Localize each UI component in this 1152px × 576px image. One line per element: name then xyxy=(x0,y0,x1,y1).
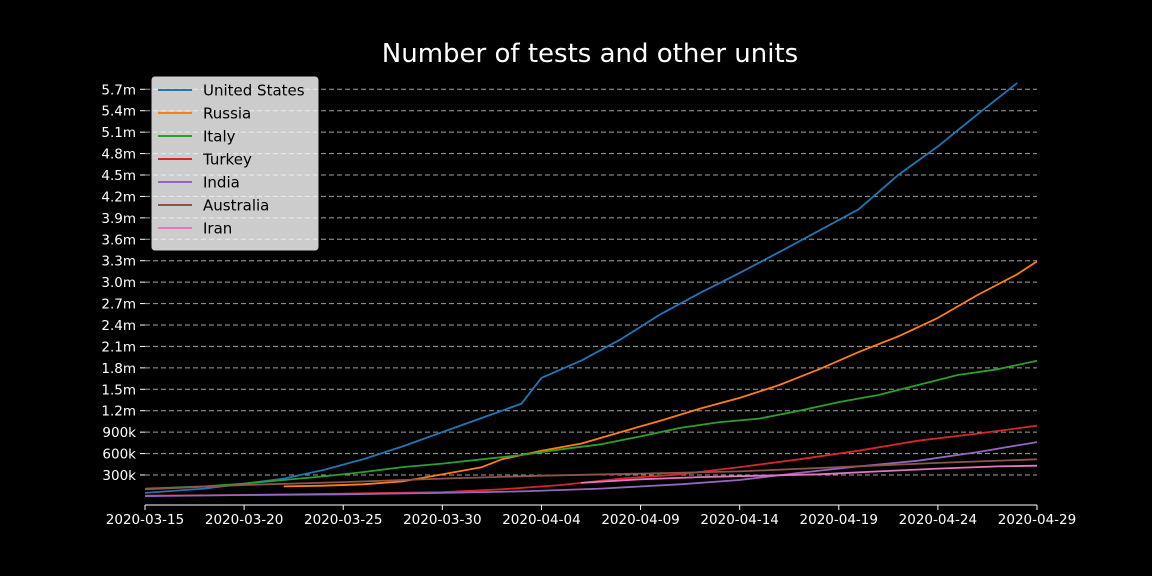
legend-label-australia: Australia xyxy=(203,197,269,215)
y-tick-label: 3.3m xyxy=(101,254,136,270)
series-line-iran xyxy=(581,464,1038,484)
x-tick-label: 2020-04-14 xyxy=(700,512,778,528)
series-line-india xyxy=(144,441,1038,497)
y-tick-label: 2.4m xyxy=(101,318,136,334)
y-tick-label: 4.2m xyxy=(101,189,136,205)
series-line-australia xyxy=(144,458,1038,491)
x-tick-label: 2020-03-20 xyxy=(205,512,283,528)
y-tick-label: 4.5m xyxy=(101,168,136,184)
x-tick-label: 2020-03-30 xyxy=(403,512,481,528)
y-tick-label: 1.5m xyxy=(101,382,136,398)
y-tick-label: 4.8m xyxy=(101,147,136,163)
legend-box xyxy=(151,76,319,251)
y-tick-label: 5.4m xyxy=(101,104,136,120)
y-tick-label: 1.2m xyxy=(101,404,136,420)
legend-label-russia: Russia xyxy=(203,105,251,123)
x-tick-label: 2020-03-25 xyxy=(304,512,382,528)
y-tick-label: 1.8m xyxy=(101,361,136,377)
y-tick-label: 3.6m xyxy=(101,232,136,248)
y-tick-label: 3.9m xyxy=(101,211,136,227)
legend: United States Russia Italy Turkey India Austr… xyxy=(151,76,319,251)
series-line-italy xyxy=(144,359,1038,490)
legend-label-india: India xyxy=(203,174,240,192)
y-tick-label: 5.7m xyxy=(101,82,136,98)
y-tick-label: 600k xyxy=(102,447,136,463)
axes: 300k 600k 900k 1.2m 1.5m 1.8m 2.1m 2.4m 2.7m 3.0m… xyxy=(101,82,1076,528)
chart-title: Number of tests and other units xyxy=(382,39,798,69)
y-tick-label: 300k xyxy=(102,468,136,484)
series-lines xyxy=(144,82,1038,497)
legend-label-italy: Italy xyxy=(203,128,236,146)
y-tick-label: 5.1m xyxy=(101,125,136,141)
legend-label-iran: Iran xyxy=(203,220,232,238)
y-tick-label: 2.7m xyxy=(101,297,136,313)
x-tick-label: 2020-04-24 xyxy=(899,512,977,528)
legend-label-united-states: United States xyxy=(203,82,305,100)
y-tick-label: 900k xyxy=(102,425,136,441)
legend-label-turkey: Turkey xyxy=(202,151,252,169)
x-tick-label: 2020-04-19 xyxy=(800,512,878,528)
series-line-united-states xyxy=(144,82,1018,494)
y-tick-label: 3.0m xyxy=(101,275,136,291)
x-tick-label: 2020-03-15 xyxy=(106,512,184,528)
x-tick-label: 2020-04-04 xyxy=(502,512,580,528)
x-tick-label: 2020-04-29 xyxy=(998,512,1076,528)
y-tick-label: 2.1m xyxy=(101,339,136,355)
x-tick-label: 2020-04-09 xyxy=(601,512,679,528)
